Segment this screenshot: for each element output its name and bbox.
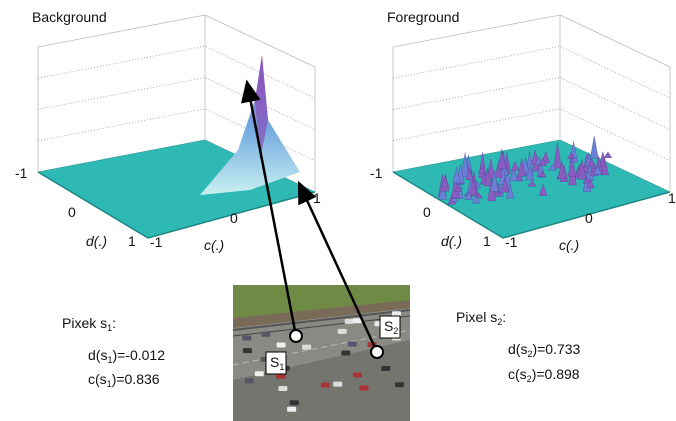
pixel-c-part: )=0.898 [532,366,580,382]
pixel-marker [371,346,383,358]
car [245,378,254,383]
c-axis-label: c(.) [204,237,224,253]
car [242,335,251,340]
pixel-d: d(s1)=-0.012 [88,347,165,365]
marker-label-part: S [384,318,393,334]
car [321,383,330,388]
pixel-d: d(s2)=0.733 [508,341,581,359]
d-tick-label: 0 [68,204,76,220]
pixel-c-part: c(s [88,371,107,387]
car [341,350,350,355]
car [302,345,311,350]
pixel-marker [290,330,302,342]
spike [590,136,598,159]
figure: Background -1 0 1 -1 0 1 d(.) c(.) Foreground -1 0 1… [0,0,676,421]
car [261,332,270,337]
grid-line [393,46,670,98]
pixel-label-part: : [112,315,116,331]
d-axis-label: d(.) [86,233,107,249]
panel-title: Background [32,9,107,25]
panel-title: Foreground [387,9,459,25]
pixel-label: Pixel s2: [456,309,506,327]
pixel-d-part: d(s [88,347,107,363]
d-tick-label: -1 [370,165,383,181]
c-tick-label: 1 [313,190,321,206]
pixel-c: c(s2)=0.898 [508,366,580,384]
pixel-d-part: )=-0.012 [112,347,165,363]
car [277,342,286,347]
marker-label-part: 1 [279,362,284,372]
pixel-d-part: d(s [508,341,527,357]
pixel-c: c(s1)=0.836 [88,371,160,389]
pixel-d-part: )=0.733 [532,341,580,357]
c-tick-label: 0 [230,210,238,226]
c-tick-label: 0 [585,210,593,226]
pixel-c-part: )=0.836 [112,371,160,387]
pixel-label-part: Pixel s [456,309,497,325]
marker-label-part: S [270,354,279,370]
car [381,366,390,371]
pixel-label: Pixek s1: [62,315,116,333]
spike [604,152,612,158]
grid-line [38,78,315,130]
grid-line [393,78,670,130]
car [333,382,342,387]
c-tick-label: -1 [150,234,163,250]
car [348,341,357,346]
d-tick-label: 1 [483,233,491,249]
c-tick-label: -1 [505,234,518,250]
pixel-c-part: c(s [508,366,527,382]
car [290,400,299,405]
box-edge [560,15,670,67]
d-tick-label: -1 [15,165,28,181]
car [243,348,252,353]
car [255,371,264,376]
pixel-label-part: : [502,309,506,325]
marker-label-part: 2 [393,326,398,336]
car [395,382,404,387]
pixel-label-part: Pixek s [62,315,107,331]
surface [393,140,670,238]
car [359,386,368,391]
box-edge [205,15,315,67]
grid-line [38,46,315,98]
car [353,372,362,377]
c-tick-label: 1 [668,190,676,206]
car [278,386,287,391]
car [345,319,354,324]
d-tick-label: 1 [128,233,136,249]
car [276,374,285,379]
d-axis-label: d(.) [441,233,462,249]
car [287,407,296,412]
c-axis-label: c(.) [559,237,579,253]
car [338,329,347,334]
d-tick-label: 0 [423,204,431,220]
